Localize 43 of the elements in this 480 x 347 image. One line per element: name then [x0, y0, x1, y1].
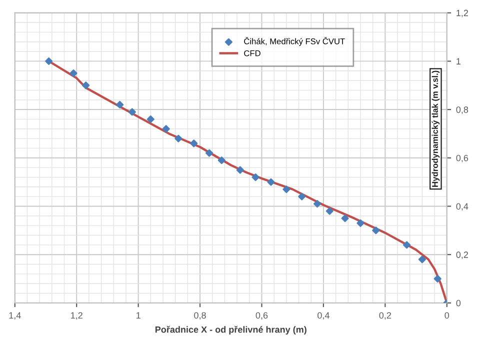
x-tick-label: 0,4: [318, 312, 330, 320]
x-tick-label: 1,2: [71, 312, 82, 320]
y-tick-label: 1: [456, 58, 460, 64]
y-tick-label: 0: [456, 300, 461, 306]
y-tick-label: 1,2: [456, 10, 468, 18]
point: [356, 219, 364, 227]
point: [162, 125, 170, 133]
point: [313, 200, 322, 208]
x-tick-label: 0,6: [256, 312, 268, 320]
point: [128, 108, 136, 116]
x-axis-title: Pořadnice X - od přelivné hrany (m): [155, 326, 306, 335]
point: [45, 57, 53, 65]
point: [82, 82, 90, 90]
y-tick-label: 0,4: [456, 203, 468, 211]
legend-label: CFD: [244, 50, 260, 56]
point: [298, 192, 306, 200]
point: [146, 115, 154, 124]
point: [205, 149, 214, 157]
point: [116, 100, 124, 108]
x-tick-label: 0: [444, 312, 450, 319]
y-axis-title: Hydrodynamický tlak (m v.sl.): [432, 70, 440, 187]
point: [252, 173, 260, 182]
point: [174, 134, 182, 142]
point: [326, 207, 334, 215]
point: [402, 241, 411, 249]
x-tick-label: 1: [136, 312, 140, 318]
point: [418, 256, 426, 264]
point: [70, 69, 78, 78]
legend-label: Čihák, Medřický FSv ČVUT: [244, 36, 345, 46]
point: [218, 156, 226, 164]
point: [434, 274, 442, 283]
x-tick-label: 0,8: [194, 312, 206, 320]
point: [190, 140, 198, 148]
point: [341, 214, 349, 222]
y-tick-label: 0,2: [456, 252, 468, 260]
y-tick-label: 0,6: [456, 154, 468, 162]
point: [282, 186, 290, 194]
point: [372, 226, 380, 234]
x-tick-label: 0,2: [379, 312, 391, 320]
x-tick-label: 1,4: [9, 312, 21, 320]
point: [267, 178, 275, 186]
point: [236, 166, 244, 174]
y-tick-label: 0,8: [456, 106, 468, 114]
